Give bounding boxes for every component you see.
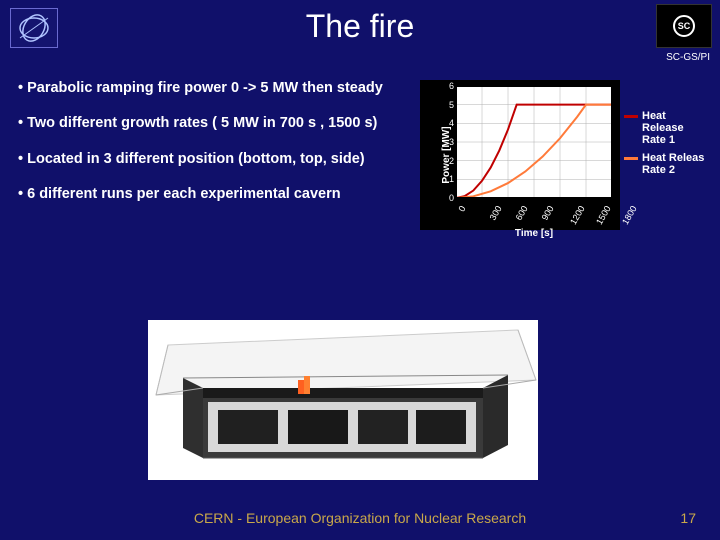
page-number: 17 bbox=[680, 510, 696, 526]
chart-xlabel: Time [s] bbox=[456, 228, 612, 239]
bullet-text: Two different growth rates ( 5 MW in 700… bbox=[27, 115, 377, 131]
chart-panel: Power [MW] 0123456 030060090012001500180… bbox=[420, 80, 620, 230]
content-area: • Parabolic ramping fire power 0 -> 5 MW… bbox=[18, 80, 710, 500]
sc-logo: SC bbox=[656, 4, 712, 48]
chart-ytick: 4 bbox=[444, 118, 454, 128]
bullet-item: • 6 different runs per each experimental… bbox=[18, 186, 408, 203]
chart-xtick: 900 bbox=[540, 204, 556, 222]
chart-plot-area bbox=[456, 86, 612, 198]
bullet-text: Parabolic ramping fire power 0 -> 5 MW t… bbox=[27, 80, 383, 96]
chart-legend: Heat Release Rate 1 Heat Releas Rate 2 bbox=[624, 110, 710, 182]
bullet-item: • Two different growth rates ( 5 MW in 7… bbox=[18, 115, 408, 132]
chart-xtick: 1200 bbox=[568, 204, 587, 226]
bullet-text: 6 different runs per each experimental c… bbox=[23, 186, 341, 202]
bullet-item: • Located in 3 different position (botto… bbox=[18, 151, 408, 168]
chart-xtick: 1800 bbox=[620, 204, 639, 226]
chart-ytick: 5 bbox=[444, 100, 454, 110]
chart-ytick: 1 bbox=[444, 174, 454, 184]
chart-ytick: 0 bbox=[444, 193, 454, 203]
header: The fire SC SC-GS/PI bbox=[0, 0, 720, 60]
sc-logo-text: SC bbox=[673, 15, 695, 37]
legend-swatch bbox=[624, 157, 638, 160]
legend-item: Heat Releas Rate 2 bbox=[624, 152, 710, 176]
sc-label: SC-GS/PI bbox=[666, 52, 710, 63]
chart-xtick: 0 bbox=[457, 204, 468, 213]
bullet-item: • Parabolic ramping fire power 0 -> 5 MW… bbox=[18, 80, 408, 97]
slide-title: The fire bbox=[0, 8, 720, 45]
power-chart: Power [MW] 0123456 030060090012001500180… bbox=[420, 80, 710, 250]
legend-item: Heat Release Rate 1 bbox=[624, 110, 710, 146]
legend-label: Heat Release Rate 1 bbox=[642, 110, 710, 146]
footer-text: CERN - European Organization for Nuclear… bbox=[0, 510, 720, 526]
chart-ytick: 3 bbox=[444, 137, 454, 147]
legend-label: Heat Releas Rate 2 bbox=[642, 152, 710, 176]
bullet-list: • Parabolic ramping fire power 0 -> 5 MW… bbox=[18, 80, 408, 204]
bullet-text: Located in 3 different position (bottom,… bbox=[27, 151, 365, 167]
legend-swatch bbox=[624, 115, 638, 118]
chart-xtick: 600 bbox=[514, 204, 530, 222]
chart-ytick: 6 bbox=[444, 81, 454, 91]
cavern-diagram bbox=[148, 320, 538, 480]
chart-ytick: 2 bbox=[444, 156, 454, 166]
chart-xtick: 1500 bbox=[594, 204, 613, 226]
chart-xtick: 300 bbox=[488, 204, 504, 222]
